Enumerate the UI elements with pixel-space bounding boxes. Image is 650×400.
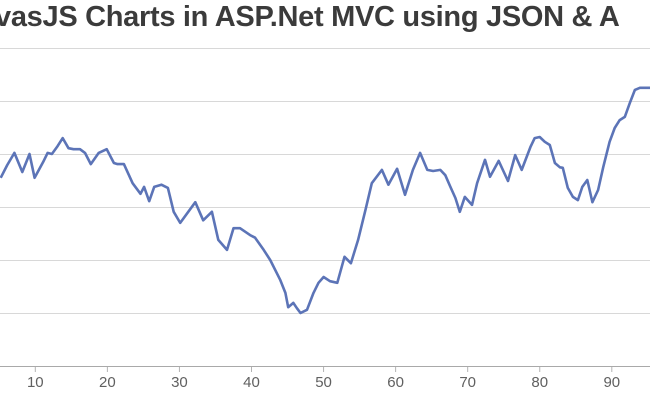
- x-axis-tick-label: 60: [387, 374, 404, 391]
- x-axis-tick-label: 30: [171, 374, 188, 391]
- x-axis-tick-label: 90: [603, 374, 620, 391]
- x-axis-tick-label: 50: [315, 374, 332, 391]
- x-axis-tick-label: 20: [99, 374, 116, 391]
- x-axis-tick-label: 70: [459, 374, 476, 391]
- data-series-line: [0, 86, 650, 315]
- chart-title: vasJS Charts in ASP.Net MVC using JSON &…: [0, 1, 620, 33]
- x-axis-tick-label: 80: [531, 374, 548, 391]
- x-axis-tick-label: 40: [243, 374, 260, 391]
- x-axis-tick-label: 10: [27, 374, 44, 391]
